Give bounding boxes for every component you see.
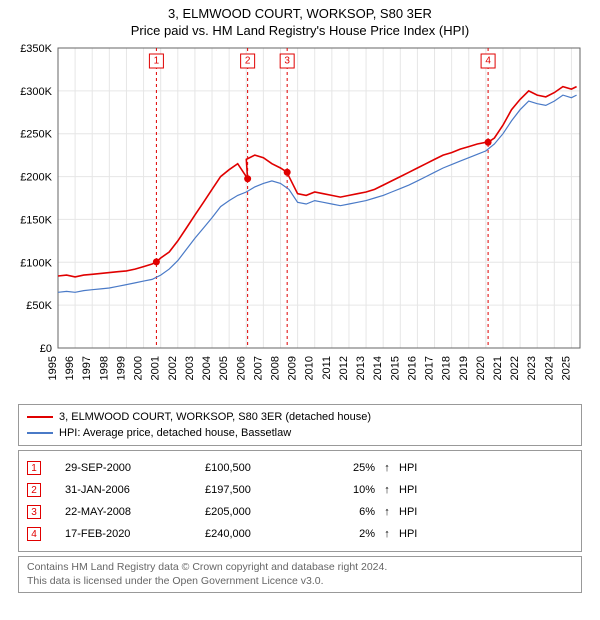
transaction-row: 3 22-MAY-2008£205,0006%↑HPI xyxy=(27,501,573,523)
footer: Contains HM Land Registry data © Crown c… xyxy=(18,556,582,593)
svg-text:2001: 2001 xyxy=(150,356,162,380)
transaction-hpi-label: HPI xyxy=(399,462,417,474)
footer-line1: Contains HM Land Registry data © Crown c… xyxy=(27,561,573,575)
transaction-marker: 3 xyxy=(27,505,41,519)
svg-text:£300K: £300K xyxy=(20,86,52,98)
svg-text:2005: 2005 xyxy=(218,356,230,380)
transaction-price: £100,500 xyxy=(205,462,315,474)
svg-text:2000: 2000 xyxy=(133,356,145,380)
transactions-table: 129-SEP-2000£100,50025%↑HPI231-JAN-2006£… xyxy=(18,450,582,552)
svg-text:£350K: £350K xyxy=(20,43,52,55)
svg-text:2010: 2010 xyxy=(304,356,316,380)
transaction-pct: 2% xyxy=(315,528,375,540)
svg-text:1998: 1998 xyxy=(98,356,110,380)
svg-text:2016: 2016 xyxy=(406,356,418,380)
svg-text:2006: 2006 xyxy=(235,356,247,380)
transaction-marker: 1 xyxy=(27,461,41,475)
svg-text:2015: 2015 xyxy=(389,356,401,380)
transaction-row: 1 29-SEP-2000£100,50025%↑HPI xyxy=(27,457,573,479)
svg-text:2003: 2003 xyxy=(184,356,196,380)
legend-swatch-property xyxy=(27,416,53,418)
up-arrow-icon: ↑ xyxy=(375,506,399,518)
up-arrow-icon: ↑ xyxy=(375,484,399,496)
svg-text:2024: 2024 xyxy=(543,356,555,380)
transaction-pct: 6% xyxy=(315,506,375,518)
svg-text:1997: 1997 xyxy=(81,356,93,380)
svg-text:£200K: £200K xyxy=(20,172,52,184)
svg-text:2008: 2008 xyxy=(269,356,281,380)
transaction-date: 17-FEB-2020 xyxy=(65,528,205,540)
transaction-date: 22-MAY-2008 xyxy=(65,506,205,518)
transaction-date: 31-JAN-2006 xyxy=(65,484,205,496)
chart-plot: £0 £50K £100K £150K £200K £250K £300K £350K 1995… xyxy=(0,38,600,398)
svg-text:2014: 2014 xyxy=(372,356,384,380)
svg-text:1: 1 xyxy=(154,56,160,67)
transaction-row: 4 17-FEB-2020£240,0002%↑HPI xyxy=(27,523,573,545)
legend-label-hpi: HPI: Average price, detached house, Bass… xyxy=(59,427,291,439)
svg-text:2: 2 xyxy=(245,56,251,67)
transaction-price: £240,000 xyxy=(205,528,315,540)
svg-text:2012: 2012 xyxy=(338,356,350,380)
svg-text:2002: 2002 xyxy=(167,356,179,380)
transaction-row: 2 31-JAN-2006£197,50010%↑HPI xyxy=(27,479,573,501)
svg-text:2020: 2020 xyxy=(475,356,487,380)
legend-row-hpi: HPI: Average price, detached house, Bass… xyxy=(27,425,573,441)
transaction-price: £205,000 xyxy=(205,506,315,518)
title-main: 3, ELMWOOD COURT, WORKSOP, S80 3ER xyxy=(0,6,600,21)
transaction-marker: 2 xyxy=(27,483,41,497)
footer-line2: This data is licensed under the Open Gov… xyxy=(27,575,573,589)
svg-text:2013: 2013 xyxy=(355,356,367,380)
svg-text:£150K: £150K xyxy=(20,214,52,226)
svg-text:4: 4 xyxy=(485,56,491,67)
svg-text:2017: 2017 xyxy=(424,356,436,380)
transaction-pct: 25% xyxy=(315,462,375,474)
transaction-date: 29-SEP-2000 xyxy=(65,462,205,474)
transaction-hpi-label: HPI xyxy=(399,484,417,496)
svg-text:2019: 2019 xyxy=(458,356,470,380)
legend-label-property: 3, ELMWOOD COURT, WORKSOP, S80 3ER (deta… xyxy=(59,411,371,423)
chart-container: 3, ELMWOOD COURT, WORKSOP, S80 3ER Price… xyxy=(0,0,600,620)
svg-text:2023: 2023 xyxy=(526,356,538,380)
svg-text:2021: 2021 xyxy=(492,356,504,380)
svg-text:2018: 2018 xyxy=(441,356,453,380)
svg-text:1996: 1996 xyxy=(64,356,76,380)
transaction-hpi-label: HPI xyxy=(399,506,417,518)
titles: 3, ELMWOOD COURT, WORKSOP, S80 3ER Price… xyxy=(0,0,600,38)
svg-text:1999: 1999 xyxy=(115,356,127,380)
svg-text:£250K: £250K xyxy=(20,129,52,141)
legend-swatch-hpi xyxy=(27,432,53,434)
transaction-hpi-label: HPI xyxy=(399,528,417,540)
chart-svg: £0 £50K £100K £150K £200K £250K £300K £350K 1995… xyxy=(0,38,600,398)
transaction-pct: 10% xyxy=(315,484,375,496)
svg-text:2011: 2011 xyxy=(321,356,333,380)
svg-text:£100K: £100K xyxy=(20,257,52,269)
svg-text:1995: 1995 xyxy=(47,356,59,380)
title-sub: Price paid vs. HM Land Registry's House … xyxy=(0,23,600,38)
svg-text:£0: £0 xyxy=(40,343,52,355)
up-arrow-icon: ↑ xyxy=(375,528,399,540)
transaction-marker: 4 xyxy=(27,527,41,541)
svg-text:2009: 2009 xyxy=(287,356,299,380)
legend: 3, ELMWOOD COURT, WORKSOP, S80 3ER (deta… xyxy=(18,404,582,446)
svg-text:2007: 2007 xyxy=(252,356,264,380)
svg-text:2004: 2004 xyxy=(201,356,213,380)
up-arrow-icon: ↑ xyxy=(375,462,399,474)
transaction-price: £197,500 xyxy=(205,484,315,496)
svg-text:3: 3 xyxy=(284,56,290,67)
svg-text:£50K: £50K xyxy=(26,300,52,312)
svg-text:2022: 2022 xyxy=(509,356,521,380)
legend-row-property: 3, ELMWOOD COURT, WORKSOP, S80 3ER (deta… xyxy=(27,409,573,425)
svg-text:2025: 2025 xyxy=(560,356,572,380)
